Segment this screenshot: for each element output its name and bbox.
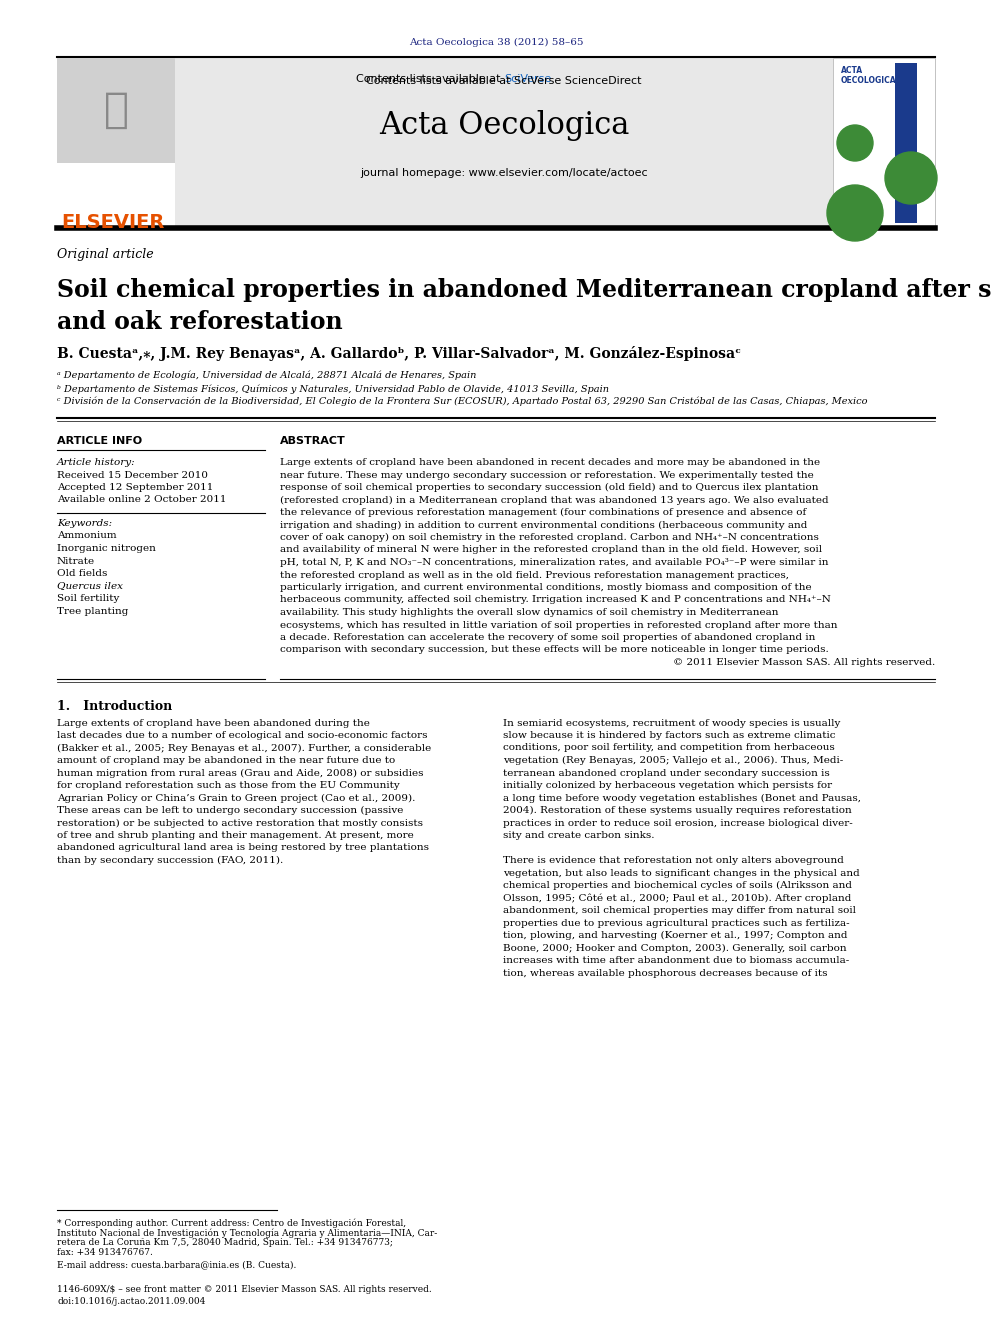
Text: Nitrate: Nitrate bbox=[57, 557, 95, 565]
Text: Accepted 12 September 2011: Accepted 12 September 2011 bbox=[57, 483, 213, 492]
Text: E-mail address: cuesta.barbara@inia.es (B. Cuesta).: E-mail address: cuesta.barbara@inia.es (… bbox=[57, 1259, 297, 1269]
Text: vegetation (Rey Benayas, 2005; Vallejo et al., 2006). Thus, Medi-: vegetation (Rey Benayas, 2005; Vallejo e… bbox=[503, 755, 843, 765]
Text: Soil chemical properties in abandoned Mediterranean cropland after succession: Soil chemical properties in abandoned Me… bbox=[57, 278, 992, 302]
Text: There is evidence that reforestation not only alters aboveground: There is evidence that reforestation not… bbox=[503, 856, 844, 865]
Text: last decades due to a number of ecological and socio-economic factors: last decades due to a number of ecologic… bbox=[57, 732, 428, 740]
Text: Large extents of cropland have been abandoned in recent decades and more may be : Large extents of cropland have been aban… bbox=[280, 458, 820, 467]
Bar bbox=[895, 64, 917, 224]
Text: Olsson, 1995; Côté et al., 2000; Paul et al., 2010b). After cropland: Olsson, 1995; Côté et al., 2000; Paul et… bbox=[503, 893, 851, 904]
Text: Acta Oecologica: Acta Oecologica bbox=[379, 110, 629, 142]
Text: terranean abandoned cropland under secondary succession is: terranean abandoned cropland under secon… bbox=[503, 769, 829, 778]
Bar bbox=[57, 58, 175, 163]
Text: Agrarian Policy or China’s Grain to Green project (Cao et al., 2009).: Agrarian Policy or China’s Grain to Gree… bbox=[57, 794, 416, 803]
Text: ELSEVIER: ELSEVIER bbox=[61, 213, 165, 232]
Text: Old fields: Old fields bbox=[57, 569, 107, 578]
Text: Contents lists available at SciVerse ScienceDirect: Contents lists available at SciVerse Sci… bbox=[366, 75, 642, 86]
Text: 1.   Introduction: 1. Introduction bbox=[57, 700, 173, 713]
Text: Available online 2 October 2011: Available online 2 October 2011 bbox=[57, 496, 226, 504]
Text: These areas can be left to undergo secondary succession (passive: These areas can be left to undergo secon… bbox=[57, 806, 404, 815]
Text: abandonment, soil chemical properties may differ from natural soil: abandonment, soil chemical properties ma… bbox=[503, 906, 856, 916]
Text: ᵇ Departamento de Sistemas Físicos, Químicos y Naturales, Universidad Pablo de O: ᵇ Departamento de Sistemas Físicos, Quím… bbox=[57, 384, 609, 393]
Text: (Bakker et al., 2005; Rey Benayas et al., 2007). Further, a considerable: (Bakker et al., 2005; Rey Benayas et al.… bbox=[57, 744, 432, 753]
Text: irrigation and shading) in addition to current environmental conditions (herbace: irrigation and shading) in addition to c… bbox=[280, 520, 807, 529]
Text: Contents lists available at: Contents lists available at bbox=[356, 74, 504, 83]
Text: chemical properties and biochemical cycles of soils (Alriksson and: chemical properties and biochemical cycl… bbox=[503, 881, 852, 890]
Circle shape bbox=[827, 185, 883, 241]
Text: Keywords:: Keywords: bbox=[57, 519, 112, 528]
Text: increases with time after abandonment due to biomass accumula-: increases with time after abandonment du… bbox=[503, 957, 849, 964]
Text: Inorganic nitrogen: Inorganic nitrogen bbox=[57, 544, 156, 553]
Text: (reforested cropland) in a Mediterranean cropland that was abandoned 13 years ag: (reforested cropland) in a Mediterranean… bbox=[280, 496, 828, 504]
Text: ecosystems, which has resulted in little variation of soil properties in refores: ecosystems, which has resulted in little… bbox=[280, 620, 837, 630]
Text: ᶜ División de la Conservación de la Biodiversidad, El Colegio de la Frontera Sur: ᶜ División de la Conservación de la Biod… bbox=[57, 397, 867, 406]
Text: Instituto Nacional de Investigación y Tecnología Agraria y Alimentaria—INIA, Car: Instituto Nacional de Investigación y Te… bbox=[57, 1228, 437, 1237]
Text: than by secondary succession (FAO, 2011).: than by secondary succession (FAO, 2011)… bbox=[57, 856, 284, 865]
Text: fax: +34 913476767.: fax: +34 913476767. bbox=[57, 1248, 153, 1257]
Text: Received 15 December 2010: Received 15 December 2010 bbox=[57, 471, 208, 479]
Text: slow because it is hindered by factors such as extreme climatic: slow because it is hindered by factors s… bbox=[503, 732, 835, 740]
Text: In semiarid ecosystems, recruitment of woody species is usually: In semiarid ecosystems, recruitment of w… bbox=[503, 718, 840, 728]
Bar bbox=[57, 58, 175, 228]
Text: ACTA
OECOLOGICA: ACTA OECOLOGICA bbox=[841, 66, 897, 86]
Text: Article history:: Article history: bbox=[57, 458, 136, 467]
Circle shape bbox=[837, 124, 873, 161]
Text: B. Cuestaᵃ,⁎, J.M. Rey Benayasᵃ, A. Gallardoᵇ, P. Villar-Salvadorᵃ, M. González-: B. Cuestaᵃ,⁎, J.M. Rey Benayasᵃ, A. Gall… bbox=[57, 347, 741, 361]
Text: near future. These may undergo secondary succession or reforestation. We experim: near future. These may undergo secondary… bbox=[280, 471, 813, 479]
Bar bbox=[175, 58, 833, 228]
Text: and oak reforestation: and oak reforestation bbox=[57, 310, 342, 333]
Text: 1146-609X/$ – see front matter © 2011 Elsevier Masson SAS. All rights reserved.: 1146-609X/$ – see front matter © 2011 El… bbox=[57, 1285, 432, 1294]
Text: of tree and shrub planting and their management. At present, more: of tree and shrub planting and their man… bbox=[57, 831, 414, 840]
Text: a long time before woody vegetation establishes (Bonet and Pausas,: a long time before woody vegetation esta… bbox=[503, 794, 861, 803]
Text: abandoned agricultural land area is being restored by tree plantations: abandoned agricultural land area is bein… bbox=[57, 844, 429, 852]
Text: response of soil chemical properties to secondary succession (old field) and to : response of soil chemical properties to … bbox=[280, 483, 818, 492]
Text: 🌳: 🌳 bbox=[103, 89, 129, 131]
Text: Original article: Original article bbox=[57, 247, 154, 261]
Bar bbox=[833, 58, 935, 228]
Text: vegetation, but also leads to significant changes in the physical and: vegetation, but also leads to significan… bbox=[503, 868, 860, 877]
Text: properties due to previous agricultural practices such as fertiliza-: properties due to previous agricultural … bbox=[503, 918, 849, 927]
Text: availability. This study highlights the overall slow dynamics of soil chemistry : availability. This study highlights the … bbox=[280, 609, 779, 617]
Text: Soil fertility: Soil fertility bbox=[57, 594, 119, 603]
Text: human migration from rural areas (Grau and Aide, 2008) or subsidies: human migration from rural areas (Grau a… bbox=[57, 769, 424, 778]
Text: ᵃ Departamento de Ecología, Universidad de Alcalá, 28871 Alcalá de Henares, Spai: ᵃ Departamento de Ecología, Universidad … bbox=[57, 370, 476, 381]
Text: ARTICLE INFO: ARTICLE INFO bbox=[57, 437, 142, 446]
Text: for cropland reforestation such as those from the EU Community: for cropland reforestation such as those… bbox=[57, 781, 400, 790]
Text: journal homepage: www.elsevier.com/locate/actoec: journal homepage: www.elsevier.com/locat… bbox=[360, 168, 648, 179]
Text: restoration) or be subjected to active restoration that mostly consists: restoration) or be subjected to active r… bbox=[57, 819, 423, 828]
Text: herbaceous community, affected soil chemistry. Irrigation increased K and P conc: herbaceous community, affected soil chem… bbox=[280, 595, 831, 605]
Text: Tree planting: Tree planting bbox=[57, 606, 128, 615]
Text: doi:10.1016/j.actao.2011.09.004: doi:10.1016/j.actao.2011.09.004 bbox=[57, 1297, 205, 1306]
Text: ABSTRACT: ABSTRACT bbox=[280, 437, 346, 446]
Text: * Corresponding author. Current address: Centro de Investigación Forestal,: * Corresponding author. Current address:… bbox=[57, 1218, 406, 1228]
Text: initially colonized by herbaceous vegetation which persists for: initially colonized by herbaceous vegeta… bbox=[503, 781, 832, 790]
Text: and availability of mineral N were higher in the reforested cropland than in the: and availability of mineral N were highe… bbox=[280, 545, 822, 554]
Text: Ammonium: Ammonium bbox=[57, 532, 117, 541]
Text: Quercus ilex: Quercus ilex bbox=[57, 582, 123, 590]
Text: Boone, 2000; Hooker and Compton, 2003). Generally, soil carbon: Boone, 2000; Hooker and Compton, 2003). … bbox=[503, 943, 846, 953]
Text: SciVerse: SciVerse bbox=[504, 74, 552, 83]
Text: 2004). Restoration of these systems usually requires reforestation: 2004). Restoration of these systems usua… bbox=[503, 806, 852, 815]
Text: the relevance of previous reforestation management (four combinations of presenc: the relevance of previous reforestation … bbox=[280, 508, 806, 517]
Text: particularly irrigation, and current environmental conditions, mostly biomass an: particularly irrigation, and current env… bbox=[280, 583, 811, 591]
Text: tion, whereas available phosphorous decreases because of its: tion, whereas available phosphorous decr… bbox=[503, 968, 827, 978]
Text: © 2011 Elsevier Masson SAS. All rights reserved.: © 2011 Elsevier Masson SAS. All rights r… bbox=[673, 658, 935, 667]
Text: sity and create carbon sinks.: sity and create carbon sinks. bbox=[503, 831, 655, 840]
Text: Large extents of cropland have been abandoned during the: Large extents of cropland have been aban… bbox=[57, 718, 370, 728]
Text: pH, total N, P, K and NO₃⁻–N concentrations, mineralization rates, and available: pH, total N, P, K and NO₃⁻–N concentrati… bbox=[280, 558, 828, 568]
Text: tion, plowing, and harvesting (Koerner et al., 1997; Compton and: tion, plowing, and harvesting (Koerner e… bbox=[503, 931, 847, 941]
Text: comparison with secondary succession, but these effects will be more noticeable : comparison with secondary succession, bu… bbox=[280, 646, 828, 655]
Text: Acta Oecologica 38 (2012) 58–65: Acta Oecologica 38 (2012) 58–65 bbox=[409, 38, 583, 48]
Text: cover of oak canopy) on soil chemistry in the reforested cropland. Carbon and NH: cover of oak canopy) on soil chemistry i… bbox=[280, 533, 818, 542]
Text: a decade. Reforestation can accelerate the recovery of some soil properties of a: a decade. Reforestation can accelerate t… bbox=[280, 632, 815, 642]
Text: practices in order to reduce soil erosion, increase biological diver-: practices in order to reduce soil erosio… bbox=[503, 819, 853, 827]
Text: retera de La Coruña Km 7,5, 28040 Madrid, Spain. Tel.: +34 913476773;: retera de La Coruña Km 7,5, 28040 Madrid… bbox=[57, 1238, 393, 1248]
Text: amount of cropland may be abandoned in the near future due to: amount of cropland may be abandoned in t… bbox=[57, 755, 395, 765]
Text: the reforested cropland as well as in the old field. Previous reforestation mana: the reforested cropland as well as in th… bbox=[280, 570, 789, 579]
Circle shape bbox=[885, 152, 937, 204]
Text: conditions, poor soil fertility, and competition from herbaceous: conditions, poor soil fertility, and com… bbox=[503, 744, 834, 753]
